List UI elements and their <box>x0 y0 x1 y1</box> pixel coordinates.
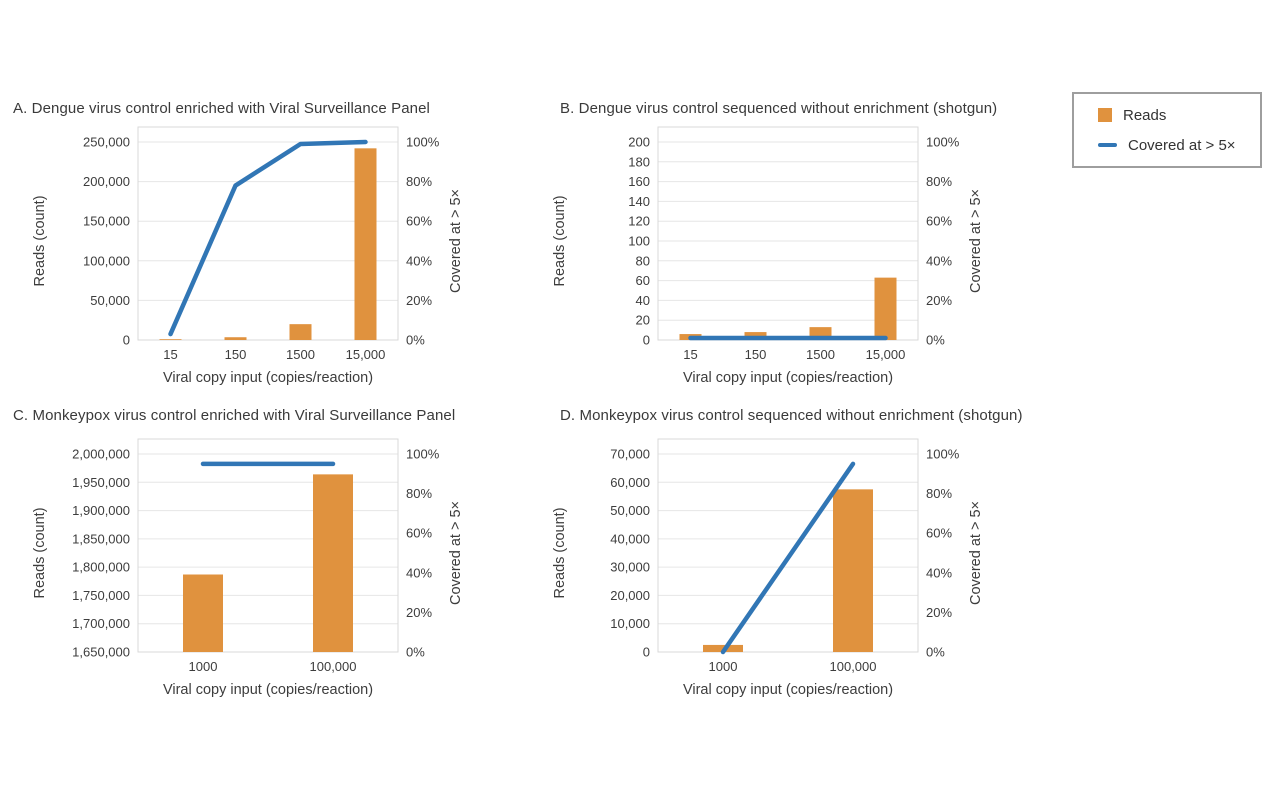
svg-text:80: 80 <box>636 253 650 268</box>
svg-text:1,650,000: 1,650,000 <box>72 645 130 660</box>
svg-text:40%: 40% <box>926 565 952 580</box>
svg-text:150: 150 <box>745 347 767 362</box>
svg-text:60,000: 60,000 <box>610 475 650 490</box>
svg-text:1,800,000: 1,800,000 <box>72 560 130 575</box>
svg-text:Reads (count): Reads (count) <box>552 507 568 598</box>
panel-d-chart: 0 10,000 20,000 30,000 40,000 50,000 60,000 70,… <box>552 438 984 698</box>
svg-text:20%: 20% <box>406 605 432 620</box>
svg-text:15,000: 15,000 <box>866 347 906 362</box>
svg-text:80%: 80% <box>926 174 952 189</box>
svg-text:0%: 0% <box>926 333 945 348</box>
svg-text:250,000: 250,000 <box>83 135 130 150</box>
svg-text:150,000: 150,000 <box>83 214 130 229</box>
svg-text:40%: 40% <box>926 253 952 268</box>
svg-text:120: 120 <box>628 214 650 229</box>
svg-text:140: 140 <box>628 194 650 209</box>
svg-text:60%: 60% <box>406 526 432 541</box>
svg-text:0%: 0% <box>926 645 945 660</box>
panel-a-title: A. Dengue virus control enriched with Vi… <box>13 100 430 117</box>
svg-text:60%: 60% <box>926 214 952 229</box>
panel-d-title: D. Monkeypox virus control sequenced wit… <box>560 407 1023 424</box>
svg-text:20%: 20% <box>926 293 952 308</box>
svg-text:100,000: 100,000 <box>830 659 877 674</box>
svg-text:1,750,000: 1,750,000 <box>72 588 130 603</box>
svg-text:30,000: 30,000 <box>610 560 650 575</box>
svg-text:200: 200 <box>628 135 650 150</box>
svg-text:Covered at > 5×: Covered at > 5× <box>968 501 984 605</box>
svg-text:100,000: 100,000 <box>310 659 357 674</box>
svg-text:100%: 100% <box>406 135 440 150</box>
svg-text:80%: 80% <box>406 174 432 189</box>
svg-text:200,000: 200,000 <box>83 174 130 189</box>
svg-text:15: 15 <box>683 347 697 362</box>
svg-text:Covered at > 5×: Covered at > 5× <box>968 189 984 293</box>
svg-text:100%: 100% <box>406 447 440 462</box>
panel-a-chart: 0 50,000 100,000 150,000 200,000 250,000 0% 20%… <box>32 126 464 386</box>
svg-text:Viral copy input (copies/react: Viral copy input (copies/reaction) <box>163 682 373 698</box>
svg-text:20%: 20% <box>406 293 432 308</box>
legend-reads-label: Reads <box>1123 106 1167 124</box>
panel-c-title: C. Monkeypox virus control enriched with… <box>13 407 456 424</box>
svg-text:0: 0 <box>123 333 130 348</box>
svg-text:70,000: 70,000 <box>610 447 650 462</box>
svg-text:150: 150 <box>225 347 247 362</box>
svg-text:Reads (count): Reads (count) <box>552 195 568 286</box>
svg-text:0%: 0% <box>406 645 425 660</box>
svg-text:Viral copy input (copies/react: Viral copy input (copies/reaction) <box>683 682 893 698</box>
svg-text:100%: 100% <box>926 135 960 150</box>
svg-text:100: 100 <box>628 234 650 249</box>
svg-text:10,000: 10,000 <box>610 616 650 631</box>
svg-text:50,000: 50,000 <box>90 293 130 308</box>
legend-item-covered: Covered at > 5× <box>1098 137 1260 154</box>
svg-text:40: 40 <box>636 293 650 308</box>
svg-text:Viral copy input (copies/react: Viral copy input (copies/reaction) <box>163 370 373 386</box>
svg-text:80%: 80% <box>926 486 952 501</box>
panel-b-chart: 0 20 40 60 80 100 120 140 160 180 200 0% 20% 40% 60% 80… <box>552 126 984 386</box>
svg-text:1,900,000: 1,900,000 <box>72 503 130 518</box>
svg-text:40,000: 40,000 <box>610 531 650 546</box>
svg-text:15,000: 15,000 <box>346 347 386 362</box>
svg-text:1,700,000: 1,700,000 <box>72 616 130 631</box>
legend-covered-label: Covered at > 5× <box>1128 136 1236 154</box>
panel-b-title: B. Dengue virus control sequenced withou… <box>560 100 998 117</box>
svg-text:50,000: 50,000 <box>610 503 650 518</box>
svg-text:1500: 1500 <box>806 347 835 362</box>
svg-text:180: 180 <box>628 154 650 169</box>
svg-text:2,000,000: 2,000,000 <box>72 447 130 462</box>
svg-text:60%: 60% <box>406 214 432 229</box>
svg-text:Viral copy input (copies/react: Viral copy input (copies/reaction) <box>683 370 893 386</box>
svg-text:40%: 40% <box>406 253 432 268</box>
svg-text:100%: 100% <box>926 447 960 462</box>
svg-text:20: 20 <box>636 313 650 328</box>
svg-text:160: 160 <box>628 174 650 189</box>
svg-text:0: 0 <box>643 645 650 660</box>
svg-text:1500: 1500 <box>286 347 315 362</box>
svg-text:Covered at > 5×: Covered at > 5× <box>448 189 464 293</box>
svg-text:40%: 40% <box>406 565 432 580</box>
svg-text:60: 60 <box>636 273 650 288</box>
svg-text:0%: 0% <box>406 333 425 348</box>
svg-text:1000: 1000 <box>189 659 218 674</box>
svg-text:15: 15 <box>163 347 177 362</box>
svg-text:1000: 1000 <box>709 659 738 674</box>
svg-text:1,850,000: 1,850,000 <box>72 531 130 546</box>
svg-text:0: 0 <box>643 333 650 348</box>
legend: Reads Covered at > 5× <box>1072 92 1262 168</box>
legend-item-reads: Reads <box>1098 107 1260 124</box>
svg-text:Reads (count): Reads (count) <box>32 507 48 598</box>
svg-text:Covered at > 5×: Covered at > 5× <box>448 501 464 605</box>
bar-swatch-icon <box>1098 108 1112 122</box>
line-swatch-icon <box>1098 143 1117 147</box>
svg-text:60%: 60% <box>926 526 952 541</box>
svg-text:1,950,000: 1,950,000 <box>72 475 130 490</box>
svg-text:80%: 80% <box>406 486 432 501</box>
svg-text:100,000: 100,000 <box>83 253 130 268</box>
svg-text:Reads (count): Reads (count) <box>32 195 48 286</box>
svg-text:20,000: 20,000 <box>610 588 650 603</box>
svg-text:20%: 20% <box>926 605 952 620</box>
panel-c-chart: 1,650,000 1,700,000 1,750,000 1,800,000 1,85… <box>32 438 464 698</box>
